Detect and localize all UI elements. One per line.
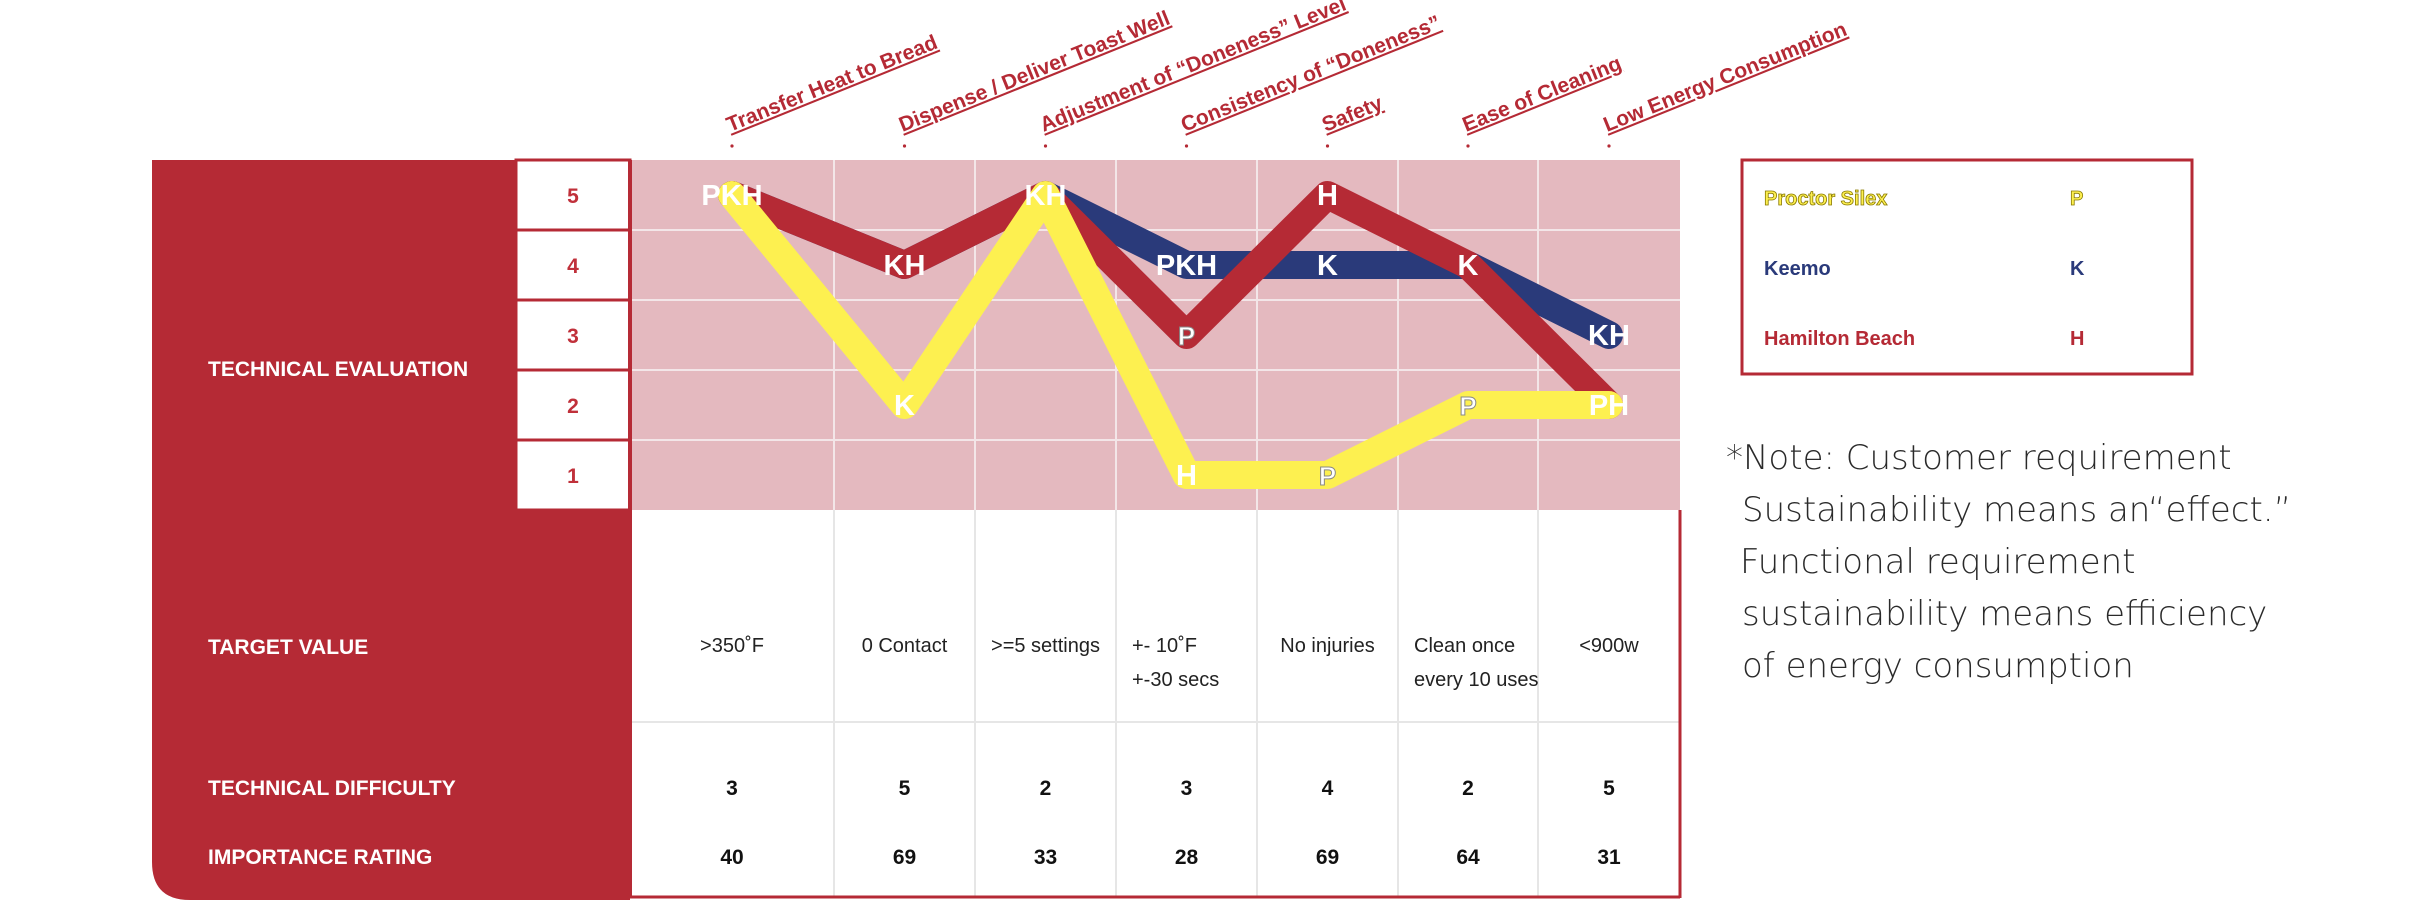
difficulty-value: 2 xyxy=(1462,777,1474,800)
target-value: 0 Contact xyxy=(862,635,948,657)
point-label: KH xyxy=(1025,180,1067,212)
point-label: P xyxy=(1319,461,1336,491)
importance-value: 69 xyxy=(1316,846,1339,869)
note-line-3: Functional requirement xyxy=(1740,542,2136,582)
scale-label: 1 xyxy=(567,465,579,488)
note: *Note: Customer requirement Sustainabili… xyxy=(1726,432,2292,692)
rating-scale: 5 4 3 2 1 xyxy=(514,158,632,512)
difficulty-value: 2 xyxy=(1040,777,1052,800)
scale-box xyxy=(514,368,632,442)
point-label: KH xyxy=(1588,320,1630,352)
column-tick xyxy=(1043,144,1048,148)
legend-name: Hamilton Beach xyxy=(1764,328,1915,350)
target-value-line-2: every 10 uses xyxy=(1414,669,1539,691)
series-line-hamilton-beach xyxy=(718,181,1623,419)
column-header: Dispense / Deliver Toast Well xyxy=(896,7,1173,137)
point-label: K xyxy=(1317,250,1338,282)
scale-label: 2 xyxy=(567,395,579,418)
importance-value: 28 xyxy=(1175,846,1199,869)
scale-label: 4 xyxy=(567,255,579,278)
legend-key: K xyxy=(2070,258,2085,280)
legend: Proctor Silex P Keemo K Hamilton Beach H xyxy=(1740,158,2194,376)
column-header: Consistency of “Doneness” xyxy=(1178,11,1444,136)
target-value: >350˚F xyxy=(700,635,764,657)
row-header-panel: TECHNICAL EVALUATION TARGET VALUE TECHNICA… xyxy=(152,160,630,900)
point-label: H xyxy=(1317,180,1338,212)
difficulty-value: 3 xyxy=(726,777,738,800)
scale-box xyxy=(514,228,632,302)
column-tick xyxy=(1466,144,1470,148)
difficulty-value: 5 xyxy=(1603,777,1615,800)
point-label: H xyxy=(1176,460,1197,492)
scale-label: 3 xyxy=(567,325,579,348)
column-tick xyxy=(1325,144,1330,148)
row-label-target-value: TARGET VALUE xyxy=(208,636,368,659)
point-label: PKH xyxy=(701,180,762,212)
target-value: >=5 settings xyxy=(991,635,1100,657)
column-tick xyxy=(730,144,734,148)
column-header: Low Energy Consumption xyxy=(1600,18,1850,137)
point-label: PH xyxy=(1589,390,1629,422)
note-text-1: Customer requirement xyxy=(1845,438,2232,478)
lower-table-bg xyxy=(630,510,1680,900)
row-label-importance-rating: IMPORTANCE RATING xyxy=(208,846,432,869)
lower-table: >350˚F 3 40 0 Contact 5 69 >=5 settings 2 33 +- 1… xyxy=(628,160,1682,900)
legend-name: Keemo xyxy=(1764,258,1831,280)
competitor-lines xyxy=(718,181,1623,489)
point-label: PKH xyxy=(1156,250,1217,282)
point-label: P xyxy=(1178,321,1195,351)
legend-box xyxy=(1740,158,2194,376)
row-label-technical-difficulty: TECHNICAL DIFFICULTY xyxy=(208,777,456,800)
target-value-line-1: +- 10˚F xyxy=(1132,635,1197,657)
importance-value: 33 xyxy=(1034,846,1057,869)
legend-name: Proctor Silex xyxy=(1764,188,1887,210)
scale-box xyxy=(514,438,632,512)
scale-label: 5 xyxy=(567,185,579,208)
column-tick xyxy=(1184,144,1189,148)
point-label: K xyxy=(1458,250,1479,282)
note-line-5: of energy consumption xyxy=(1742,646,2134,686)
note-line-4: sustainability means efficiency xyxy=(1742,594,2268,634)
difficulty-value: 3 xyxy=(1181,777,1193,800)
difficulty-value: 4 xyxy=(1322,777,1334,800)
point-label: P xyxy=(1459,391,1476,421)
column-tick xyxy=(1607,144,1611,148)
column-tick xyxy=(902,144,907,148)
target-value-line-2: +-30 secs xyxy=(1132,669,1219,691)
target-value: <900w xyxy=(1579,635,1639,657)
legend-key: H xyxy=(2070,328,2084,350)
row-label-technical-evaluation: TECHNICAL EVALUATION xyxy=(208,358,468,381)
point-label: K xyxy=(894,390,915,422)
importance-value: 69 xyxy=(893,846,916,869)
importance-value: 40 xyxy=(720,846,743,869)
target-value-line-1: Clean once xyxy=(1414,635,1515,657)
column-header: Safety xyxy=(1319,92,1386,137)
note-lead: *Note: xyxy=(1726,438,1835,478)
series-line-proctor-silex xyxy=(718,181,1623,489)
importance-value: 64 xyxy=(1456,846,1480,869)
difficulty-value: 5 xyxy=(899,777,911,800)
left-panel-bg xyxy=(152,160,630,900)
column-header: Ease of Cleaning xyxy=(1459,52,1625,137)
target-value: No injuries xyxy=(1280,635,1374,657)
note-line-1: *Note: Customer requirement xyxy=(1726,432,2286,484)
note-line-2: Sustainability means an“effect.” xyxy=(1742,490,2292,530)
importance-value: 31 xyxy=(1597,846,1621,869)
point-label: KH xyxy=(884,250,926,282)
legend-key: P xyxy=(2070,188,2083,210)
